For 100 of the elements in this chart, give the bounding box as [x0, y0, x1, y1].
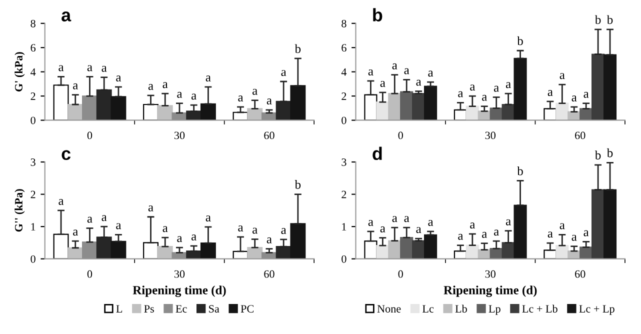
data-label: a	[572, 95, 577, 102]
data-label: a	[392, 63, 398, 70]
data-label: a	[281, 70, 286, 76]
data-label: a	[584, 230, 589, 236]
data-label: a	[266, 98, 272, 105]
data-label: a	[87, 216, 92, 223]
x-tick-label: 60	[575, 270, 586, 278]
data-label: a	[162, 82, 168, 88]
chart-title: c	[62, 150, 71, 160]
data-label: a	[162, 226, 168, 232]
y-axis-title: G'' (kPa)	[14, 189, 25, 232]
legend-label: Lp	[488, 305, 500, 315]
y-tick-label: 1	[31, 223, 36, 230]
data-label: a	[494, 230, 499, 236]
data-label: a	[482, 94, 487, 101]
data-label: a	[238, 225, 244, 232]
data-label: a	[470, 222, 476, 229]
data-label: a	[102, 215, 107, 222]
data-label: b	[517, 166, 523, 176]
data-label: a	[368, 220, 374, 226]
x-tick-label: 30	[485, 270, 496, 278]
data-label: a	[102, 66, 107, 72]
legend-label: PC	[240, 305, 254, 313]
legend-label: Lc	[422, 305, 434, 313]
data-label: a	[58, 65, 64, 72]
y-tick-label: 4	[341, 68, 347, 76]
data-label: a	[238, 95, 244, 102]
x-tick-label: 30	[174, 270, 185, 278]
y-tick-label: 0	[30, 255, 36, 263]
x-tick-label: 0	[87, 132, 92, 140]
data-label: a	[252, 228, 258, 234]
legend-label: L	[116, 305, 122, 312]
x-tick-label: 60	[264, 270, 274, 278]
data-label: a	[416, 227, 422, 234]
x-tick-label: 0	[398, 132, 403, 140]
x-tick-label: 30	[174, 132, 185, 140]
data-label: a	[116, 223, 122, 230]
data-label: b	[606, 15, 613, 24]
legend-label: Sa	[209, 305, 220, 313]
data-label: a	[458, 91, 464, 98]
legend-label: Ec	[176, 305, 187, 313]
y-tick-label: 0	[342, 116, 346, 124]
data-label: b	[294, 180, 301, 189]
data-label: a	[548, 232, 553, 238]
legend-label: Ps	[144, 305, 154, 313]
y-tick-label: 2	[30, 92, 36, 100]
data-label: a	[506, 219, 511, 226]
data-label: a	[560, 223, 565, 230]
data-label: a	[428, 70, 434, 77]
x-axis-title: Ripening time (d)	[132, 286, 226, 298]
data-label: a	[192, 94, 196, 100]
data-label: a	[148, 205, 154, 212]
data-label: a	[116, 76, 122, 82]
data-label: a	[584, 92, 589, 98]
y-tick-label: 6	[30, 44, 36, 52]
data-label: b	[594, 15, 601, 24]
data-label: a	[368, 69, 374, 76]
legend-label: None	[377, 305, 401, 313]
data-label: a	[177, 92, 182, 98]
data-label: a	[73, 83, 78, 90]
data-label: a	[428, 220, 434, 226]
legend-label: Lc + Lb	[522, 304, 558, 313]
y-tick-label: 8	[30, 20, 36, 28]
data-label: a	[87, 65, 92, 72]
data-label: b	[294, 44, 301, 54]
y-tick-label: 0	[30, 116, 36, 124]
x-tick-label: 0	[87, 270, 92, 278]
y-tick-label: 4	[30, 68, 36, 76]
x-tick-label: 60	[575, 132, 586, 140]
y-tick-label: 8	[342, 20, 346, 28]
legend-label: Lc + Lp	[579, 305, 614, 315]
y-tick-label: 6	[342, 44, 346, 52]
y-tick-label: 2	[342, 92, 346, 100]
data-label: a	[266, 237, 272, 244]
data-label: a	[206, 76, 211, 82]
data-label: a	[177, 236, 182, 242]
y-tick-label: 3	[342, 158, 346, 166]
data-label: a	[73, 230, 78, 236]
y-tick-label: 3	[30, 158, 36, 166]
data-label: a	[560, 73, 565, 80]
y-axis-title: G' (kPa)	[14, 52, 25, 92]
data-label: a	[58, 198, 64, 205]
data-label: a	[392, 216, 398, 222]
data-label: a	[506, 82, 511, 88]
data-label: a	[206, 215, 211, 222]
chart-title: d	[372, 146, 382, 160]
x-tick-label: 60	[264, 132, 274, 140]
data-label: a	[404, 68, 410, 74]
data-label: a	[404, 216, 410, 222]
legend-label: Lb	[455, 304, 467, 313]
data-label: a	[380, 80, 386, 87]
data-label: a	[470, 84, 476, 91]
data-label: b	[606, 148, 613, 158]
y-tick-label: 2	[342, 190, 346, 198]
data-label: a	[494, 86, 499, 92]
data-label: a	[482, 232, 487, 238]
data-label: a	[416, 80, 422, 86]
data-label: a	[281, 228, 286, 234]
data-label: a	[148, 84, 154, 90]
x-axis-title: Ripening time (d)	[444, 286, 537, 298]
